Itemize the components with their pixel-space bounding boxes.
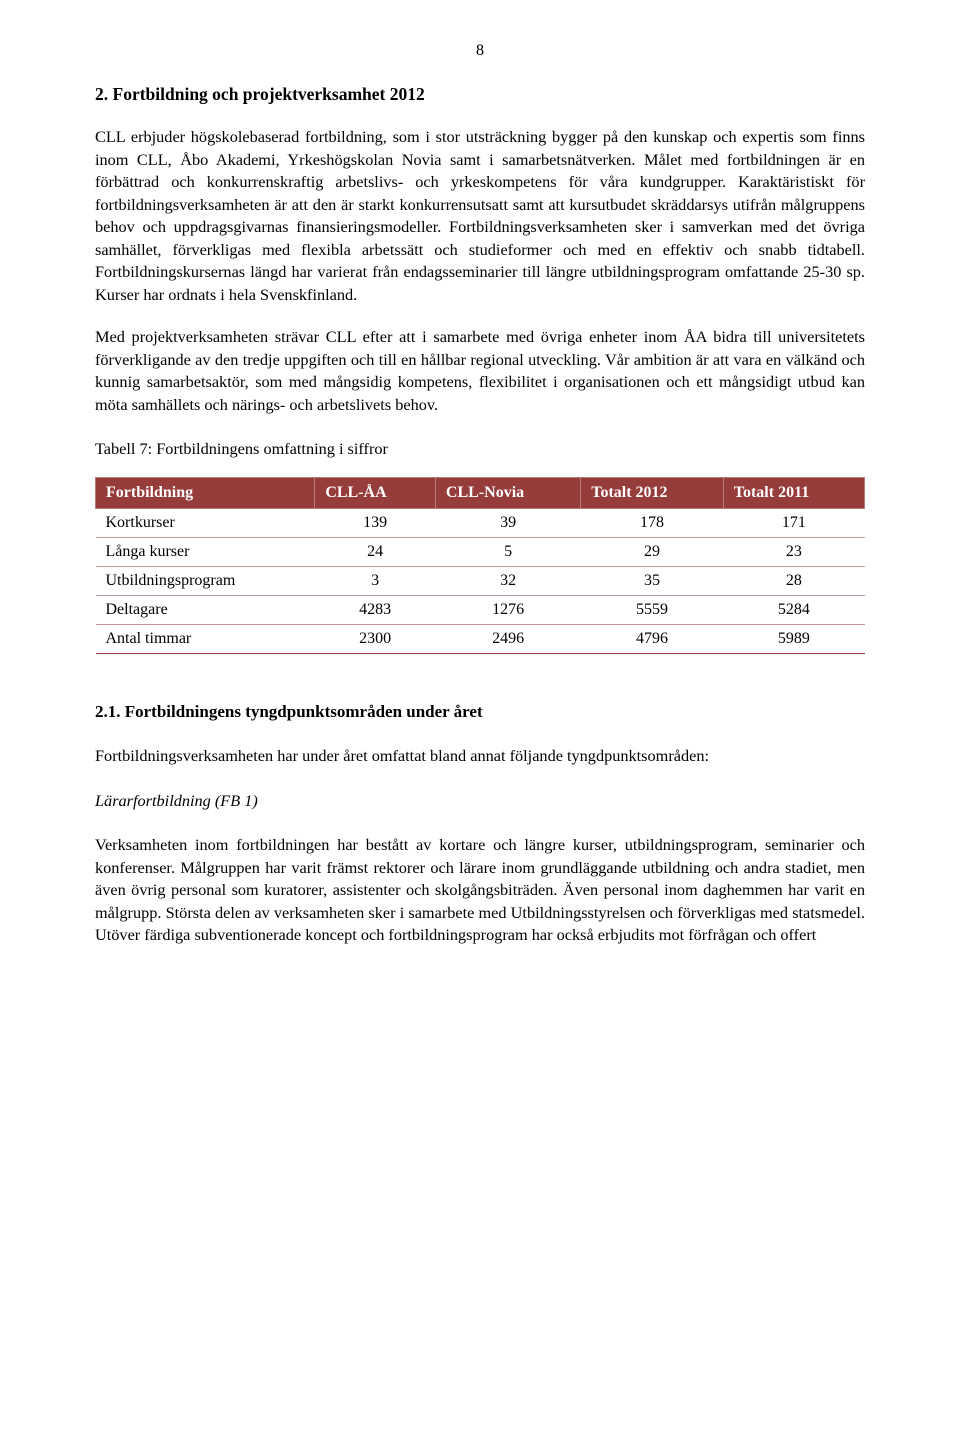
fortbildning-table: Fortbildning CLL-ÅA CLL-Novia Totalt 201… xyxy=(95,477,865,654)
table-cell: 29 xyxy=(581,537,724,566)
table-row: Deltagare4283127655595284 xyxy=(96,595,865,624)
table-row: Utbildningsprogram3323528 xyxy=(96,566,865,595)
table-cell: 24 xyxy=(315,537,436,566)
table-header-row: Fortbildning CLL-ÅA CLL-Novia Totalt 201… xyxy=(96,477,865,508)
heading-21: 2.1. Fortbildningens tyngdpunktsområden … xyxy=(95,700,865,723)
table-row: Antal timmar2300249647965989 xyxy=(96,624,865,653)
table-cell: 4283 xyxy=(315,595,436,624)
table-cell: Kortkurser xyxy=(96,508,315,537)
heading-main: 2. Fortbildning och projektverksamhet 20… xyxy=(95,82,865,106)
table-cell: 178 xyxy=(581,508,724,537)
table-cell: Deltagare xyxy=(96,595,315,624)
table-cell: 5559 xyxy=(581,595,724,624)
table-cell: 171 xyxy=(723,508,864,537)
paragraph-21-intro: Fortbildningsverksamheten har under året… xyxy=(95,745,865,767)
col-header: Totalt 2012 xyxy=(581,477,724,508)
table-cell: 139 xyxy=(315,508,436,537)
table-cell: Långa kurser xyxy=(96,537,315,566)
table-cell: 2496 xyxy=(435,624,580,653)
table-cell: 3 xyxy=(315,566,436,595)
paragraph-fb1: Verksamheten inom fortbildningen har bes… xyxy=(95,834,865,946)
col-header: CLL-ÅA xyxy=(315,477,436,508)
table-cell: 32 xyxy=(435,566,580,595)
table-cell: 5989 xyxy=(723,624,864,653)
paragraph-intro-2: Med projektverksamheten strävar CLL efte… xyxy=(95,326,865,416)
table-cell: 2300 xyxy=(315,624,436,653)
table-cell: 23 xyxy=(723,537,864,566)
table-cell: 5284 xyxy=(723,595,864,624)
paragraph-intro-1: CLL erbjuder högskolebaserad fortbildnin… xyxy=(95,126,865,306)
table-caption: Tabell 7: Fortbildningens omfattning i s… xyxy=(95,438,865,460)
col-header: Totalt 2011 xyxy=(723,477,864,508)
col-header: CLL-Novia xyxy=(435,477,580,508)
table-cell: 39 xyxy=(435,508,580,537)
table-cell: 5 xyxy=(435,537,580,566)
page-number: 8 xyxy=(95,40,865,62)
table-cell: Utbildningsprogram xyxy=(96,566,315,595)
italic-subhead-fb1: Lärarfortbildning (FB 1) xyxy=(95,790,865,812)
table-cell: Antal timmar xyxy=(96,624,315,653)
col-header: Fortbildning xyxy=(96,477,315,508)
table-cell: 35 xyxy=(581,566,724,595)
table-cell: 1276 xyxy=(435,595,580,624)
table-cell: 4796 xyxy=(581,624,724,653)
table-cell: 28 xyxy=(723,566,864,595)
table-row: Långa kurser2452923 xyxy=(96,537,865,566)
table-row: Kortkurser13939178171 xyxy=(96,508,865,537)
